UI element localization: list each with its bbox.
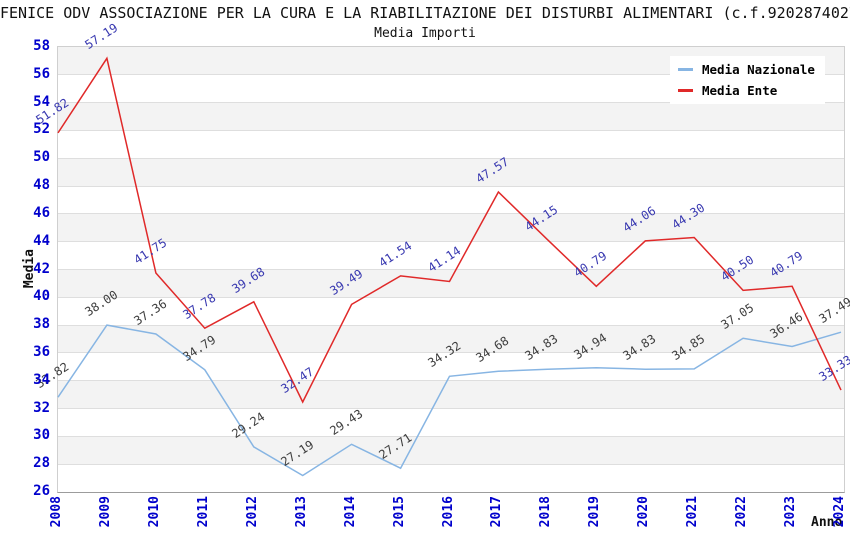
- series-lines: [57, 56, 842, 477]
- y-tick-label: 52: [33, 121, 50, 138]
- gridline: [58, 129, 844, 131]
- media-nazionale-line-marker: [678, 68, 693, 71]
- legend-label: Media Ente: [702, 83, 778, 98]
- gridline: [58, 185, 844, 187]
- gridline: [58, 157, 844, 159]
- plot-band: [58, 158, 844, 187]
- x-tick-label: 2019: [587, 496, 603, 528]
- gridline: [58, 408, 844, 410]
- x-tick-label: 2024: [832, 496, 847, 528]
- chart-subtitle: Media Importi: [374, 26, 476, 41]
- x-axis-title: Anno: [811, 515, 843, 530]
- x-tick-label: 2018: [538, 496, 554, 528]
- x-tick-label: 2014: [342, 496, 358, 528]
- y-tick-label: 46: [33, 204, 50, 221]
- x-tick-label: 2010: [146, 496, 162, 528]
- gridline: [58, 324, 844, 326]
- x-tick-label: 2012: [244, 496, 260, 528]
- gridline: [58, 435, 844, 437]
- gridline: [58, 352, 844, 354]
- plot-band: [58, 186, 844, 214]
- y-tick-label: 40: [33, 288, 50, 305]
- gridline: [58, 213, 844, 215]
- legend-label: Media Nazionale: [702, 62, 815, 77]
- y-tick-label: 26: [33, 483, 50, 499]
- y-tick-label: 50: [33, 149, 50, 166]
- y-tick-label: 48: [33, 177, 50, 194]
- y-tick-label: 30: [33, 427, 50, 444]
- x-tick-label: 2023: [783, 496, 799, 528]
- legend-item-media-nazionale: Media Nazionale: [678, 59, 815, 80]
- x-tick-label: 2022: [734, 496, 750, 528]
- y-tick-label: 44: [33, 232, 50, 249]
- plot-band: [58, 102, 844, 131]
- chart-title: FENICE ODV ASSOCIAZIONE PER LA CURA E LA…: [0, 4, 850, 22]
- media-nazionale-line: [57, 324, 842, 477]
- x-tick-label: 2009: [97, 496, 113, 528]
- y-tick-label: 34: [33, 371, 50, 388]
- x-tick-label: 2013: [293, 496, 309, 528]
- y-tick-label: 32: [33, 399, 50, 416]
- x-tick-label: 2015: [391, 496, 407, 528]
- plot-band: [58, 464, 844, 492]
- y-tick-label: 58: [33, 38, 50, 54]
- gridline: [58, 296, 844, 298]
- plot-band: [58, 325, 844, 353]
- x-tick-label: 2017: [489, 496, 505, 528]
- y-tick-label: 38: [33, 316, 50, 333]
- plot-band: [58, 269, 844, 298]
- gridline: [58, 269, 844, 270]
- media-ente-line: [57, 56, 842, 404]
- x-tick-label: 2020: [636, 496, 652, 528]
- plot-band: [58, 380, 844, 409]
- plot-band: [58, 213, 844, 242]
- gridline: [58, 74, 844, 76]
- gridline: [58, 102, 844, 104]
- legend-item-media-ente: Media Ente: [678, 80, 815, 101]
- plot-band: [58, 436, 844, 465]
- plot-area: [57, 46, 845, 493]
- x-tick-label: 2021: [685, 496, 701, 528]
- gridline: [58, 463, 844, 465]
- legend: Media Nazionale Media Ente: [670, 56, 825, 104]
- gridline: [58, 241, 844, 243]
- media-ente-line-marker: [678, 89, 693, 92]
- y-tick-label: 42: [33, 260, 50, 277]
- y-tick-label: 36: [33, 343, 50, 360]
- y-tick-label: 54: [33, 93, 50, 110]
- y-tick-label: 56: [33, 65, 50, 82]
- gridline: [58, 380, 844, 382]
- x-tick-label: 2016: [440, 496, 456, 528]
- x-tick-label: 2008: [49, 496, 64, 528]
- x-tick-label: 2011: [195, 496, 211, 528]
- plot-band: [58, 130, 844, 159]
- plot-band: [58, 408, 844, 437]
- y-tick-label: 28: [33, 455, 50, 472]
- plot-band: [58, 241, 844, 270]
